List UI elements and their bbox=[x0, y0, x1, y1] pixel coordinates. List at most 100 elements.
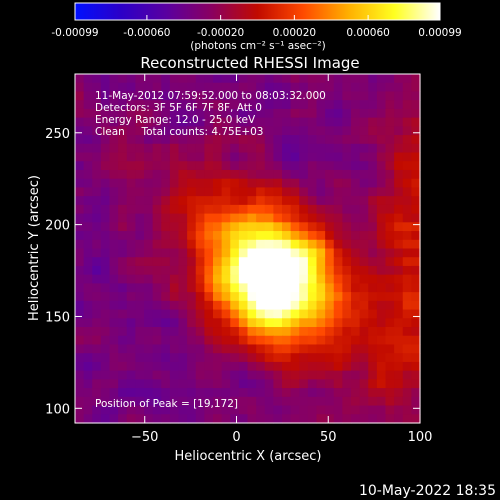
heatmap-cell bbox=[359, 327, 369, 337]
heatmap-cell bbox=[342, 178, 352, 189]
heatmap-cell bbox=[316, 344, 326, 354]
heatmap-cell bbox=[195, 82, 205, 93]
heatmap-cell bbox=[359, 231, 369, 241]
heatmap-image bbox=[75, 74, 421, 424]
heatmap-cell bbox=[385, 257, 395, 267]
heatmap-cell bbox=[394, 248, 404, 258]
heatmap-cell bbox=[264, 414, 274, 424]
heatmap-cell bbox=[221, 405, 231, 415]
heatmap-cell bbox=[238, 178, 249, 189]
heatmap-cell bbox=[195, 257, 205, 267]
heatmap-cell bbox=[118, 300, 128, 311]
heatmap-cell bbox=[109, 265, 119, 276]
heatmap-cell bbox=[273, 143, 283, 154]
heatmap-cell bbox=[333, 135, 343, 145]
heatmap-cell bbox=[402, 361, 412, 372]
heatmap-cell bbox=[152, 292, 162, 302]
heatmap-cell bbox=[169, 231, 180, 241]
heatmap-cell bbox=[230, 204, 240, 215]
heatmap-cell bbox=[238, 204, 249, 215]
heatmap-cell bbox=[299, 204, 309, 215]
heatmap-cell bbox=[213, 100, 223, 110]
heatmap-cell bbox=[83, 292, 93, 302]
heatmap-cell bbox=[152, 283, 162, 293]
heatmap-cell bbox=[273, 283, 283, 293]
heatmap-cell bbox=[118, 117, 128, 127]
heatmap-cell bbox=[402, 239, 412, 250]
heatmap-cell bbox=[359, 82, 369, 93]
heatmap-cell bbox=[230, 309, 240, 319]
heatmap-cell bbox=[238, 388, 249, 398]
heatmap-cell bbox=[333, 143, 343, 154]
heatmap-cell bbox=[75, 152, 85, 162]
heatmap-cell bbox=[169, 143, 180, 154]
heatmap-cell bbox=[264, 309, 274, 319]
heatmap-cell bbox=[118, 161, 128, 171]
heatmap-cell bbox=[307, 283, 318, 293]
heatmap-cell bbox=[411, 388, 421, 398]
heatmap-cell bbox=[221, 396, 231, 407]
heatmap-cell bbox=[213, 405, 223, 415]
heatmap-cell bbox=[333, 257, 343, 267]
heatmap-cell bbox=[394, 292, 404, 302]
heatmap-cell bbox=[290, 318, 300, 328]
heatmap-cell bbox=[316, 91, 326, 101]
heatmap-cell bbox=[83, 152, 93, 162]
heatmap-cell bbox=[282, 117, 292, 127]
heatmap-cell bbox=[144, 239, 154, 250]
heatmap-cell bbox=[75, 370, 85, 380]
heatmap-cell bbox=[75, 213, 85, 223]
heatmap-cell bbox=[118, 379, 128, 389]
heatmap-cell bbox=[394, 361, 404, 372]
heatmap-cell bbox=[152, 248, 162, 258]
heatmap-cell bbox=[290, 265, 300, 276]
heatmap-cell bbox=[144, 161, 154, 171]
heatmap-cell bbox=[333, 361, 343, 372]
heatmap-cell bbox=[75, 204, 85, 215]
heatmap-cell bbox=[161, 257, 171, 267]
heatmap-cell bbox=[394, 231, 404, 241]
heatmap-cell bbox=[178, 74, 188, 84]
heatmap-cell bbox=[152, 143, 162, 154]
heatmap-cell bbox=[169, 213, 180, 223]
heatmap-cell bbox=[247, 335, 257, 346]
heatmap-cell bbox=[385, 370, 395, 380]
heatmap-cell bbox=[299, 405, 309, 415]
heatmap-cell bbox=[282, 143, 292, 154]
heatmap-cell bbox=[351, 379, 361, 389]
heatmap-cell bbox=[118, 274, 128, 284]
heatmap-cell bbox=[351, 231, 361, 241]
heatmap-cell bbox=[126, 309, 136, 319]
heatmap-cell bbox=[273, 361, 283, 372]
heatmap-cell bbox=[118, 283, 128, 293]
heatmap-cell bbox=[316, 300, 326, 311]
heatmap-cell bbox=[316, 100, 326, 110]
heatmap-cell bbox=[411, 414, 421, 424]
heatmap-cell bbox=[411, 239, 421, 250]
heatmap-cell bbox=[221, 213, 231, 223]
heatmap-cell bbox=[135, 300, 145, 311]
heatmap-cell bbox=[195, 396, 205, 407]
heatmap-cell bbox=[144, 292, 154, 302]
heatmap-cell bbox=[273, 152, 283, 162]
heatmap-cell bbox=[264, 327, 274, 337]
heatmap-cell bbox=[230, 274, 240, 284]
chart-title: Reconstructed RHESSI Image bbox=[140, 54, 359, 72]
heatmap-cell bbox=[230, 222, 240, 232]
heatmap-cell bbox=[109, 82, 119, 93]
heatmap-cell bbox=[213, 300, 223, 311]
heatmap-cell bbox=[256, 379, 266, 389]
heatmap-cell bbox=[118, 100, 128, 110]
heatmap-cell bbox=[178, 117, 188, 127]
heatmap-cell bbox=[411, 353, 421, 363]
heatmap-cell bbox=[342, 274, 352, 284]
heatmap-cell bbox=[385, 117, 395, 127]
heatmap-cell bbox=[144, 126, 154, 136]
heatmap-cell bbox=[75, 135, 85, 145]
heatmap-cell bbox=[256, 309, 266, 319]
heatmap-cell bbox=[92, 161, 102, 171]
heatmap-cell bbox=[351, 82, 361, 93]
heatmap-cell bbox=[100, 117, 111, 127]
heatmap-cell bbox=[75, 143, 85, 154]
heatmap-cell bbox=[178, 248, 188, 258]
